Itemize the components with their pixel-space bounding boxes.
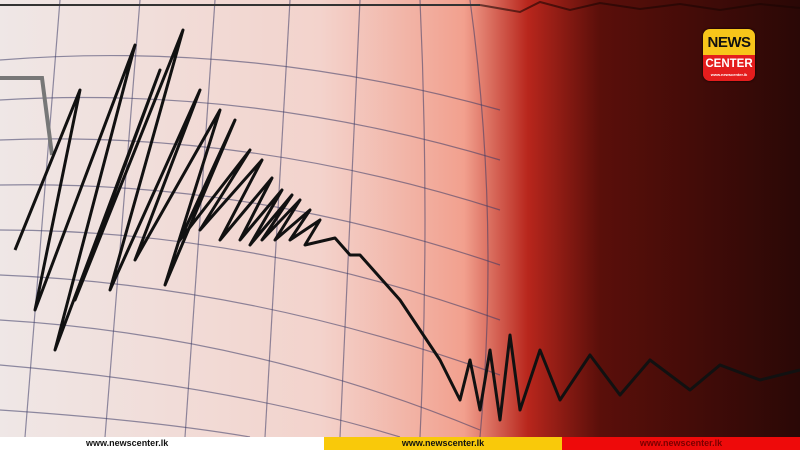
seismic-trace (13, 28, 800, 422)
footer-link-white[interactable]: www.newscenter.lk (0, 437, 324, 450)
footer-link-yellow[interactable]: www.newscenter.lk (324, 437, 562, 450)
dark-trace (479, 0, 800, 14)
logo-center: CENTER (705, 58, 753, 70)
news-center-logo: NEWS CENTER www.newscenter.lk (703, 29, 755, 81)
recorder-arm (0, 76, 54, 156)
logo-news: NEWS (703, 29, 755, 55)
logo-url: www.newscenter.lk (710, 72, 748, 77)
footer-bar: www.newscenter.lk www.newscenter.lk www.… (0, 437, 800, 450)
background (0, 0, 800, 437)
seismograph-photo (0, 0, 800, 437)
footer-link-red[interactable]: www.newscenter.lk (562, 437, 800, 450)
